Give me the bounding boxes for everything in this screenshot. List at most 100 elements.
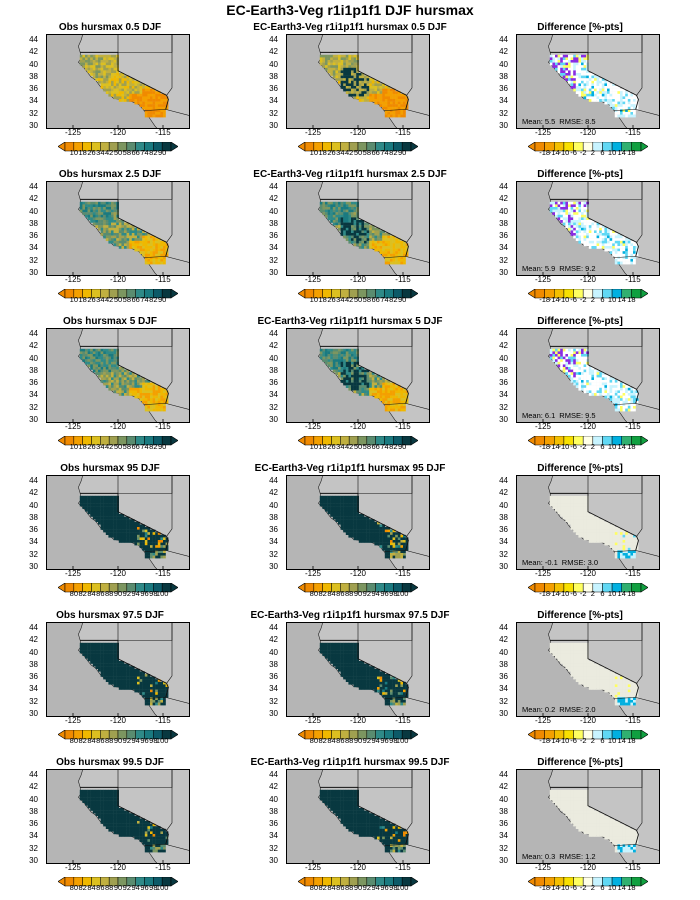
map-canvas (286, 328, 430, 423)
colorbar-label: 2 (590, 883, 595, 892)
colorbar-label: 92 (122, 883, 131, 892)
colorbar-label: 86 (336, 589, 345, 598)
y-tick-label: 42 (29, 782, 38, 792)
colorbar-label: 86 (96, 736, 105, 745)
x-tick-label: -125 (64, 569, 82, 578)
y-tick-label: 44 (269, 182, 278, 192)
colorbar-label: 94 (131, 883, 140, 892)
x-tick-label: -125 (534, 569, 552, 578)
obs-panel: Obs hursmax 95 DJF 44 42 40 38 36 34 32 30 -125 -1… (10, 463, 210, 598)
colorbar-label: 6 (600, 589, 605, 598)
y-tick-label: 38 (269, 71, 278, 81)
y-tick-label: 32 (29, 696, 38, 706)
mexico-border (384, 403, 430, 410)
map-canvas (286, 34, 430, 129)
map-canvas (516, 622, 660, 717)
map-canvas (46, 181, 190, 276)
colorbar-label: 94 (131, 736, 140, 745)
colorbar-label: 6 (600, 295, 605, 304)
colorbar-low_pct (57, 141, 179, 152)
colorbar-label: -14 (548, 589, 560, 598)
diff-panel: Difference [%-pts] 44 42 40 38 36 34 32 30 -125 -1… (480, 316, 680, 451)
colorbar-label: 10 (607, 589, 617, 598)
x-tick-label: -120 (109, 569, 127, 578)
y-tick-label: 36 (499, 231, 508, 241)
colorbar-label: 50 (113, 295, 123, 304)
nevada-border (166, 34, 173, 96)
mexico-border (144, 844, 190, 851)
colorbar-label: 18 (627, 148, 636, 157)
colorbar-label: 82 (78, 736, 87, 745)
state-border (80, 639, 169, 698)
colorbar-label: 90 (353, 883, 363, 892)
colorbar-label: 50 (113, 442, 123, 451)
x-tick-label: -125 (534, 128, 552, 137)
data-field (549, 642, 639, 706)
x-tick-label: -115 (155, 422, 171, 431)
colorbar-label: 2 (590, 148, 595, 157)
colorbar-label: 82 (318, 883, 327, 892)
y-tick-label: 34 (269, 684, 278, 694)
colorbar-high-arrow (640, 141, 649, 152)
colorbar-label: 80 (69, 883, 78, 892)
colorbar-label: 26 (327, 442, 336, 451)
y-tick-label: 36 (499, 672, 508, 682)
y-tick-label: 38 (29, 218, 38, 228)
colorbar-label: 98 (149, 736, 158, 745)
mexico-border (144, 109, 190, 116)
colorbar-label: 92 (362, 589, 371, 598)
colorbar-label: 10 (607, 148, 617, 157)
y-tick-label: 38 (499, 512, 508, 522)
colorbar-label: 14 (617, 442, 626, 451)
obs-panel: Obs hursmax 2.5 DJF 44 42 40 38 36 34 32 30 -125 -… (10, 169, 210, 304)
rmse-label: RMSE: (559, 705, 584, 714)
rmse-value: 9.2 (585, 264, 596, 273)
colorbar-high-arrow (170, 876, 179, 887)
colorbar-label: 34 (336, 442, 345, 451)
map-canvas (46, 622, 190, 717)
y-tick-label: 40 (29, 500, 38, 510)
x-tick-label: -120 (349, 422, 367, 431)
y-tick-label: 34 (269, 96, 278, 106)
colorbar-low_pct (57, 435, 179, 446)
data-field (79, 201, 169, 265)
x-tick-label: -125 (304, 863, 322, 872)
x-tick-label: -125 (64, 716, 82, 725)
y-tick-label: 40 (269, 647, 278, 657)
y-tick-label: 30 (499, 561, 508, 571)
colorbar-high-arrow (410, 288, 419, 299)
panel-title: Difference [%-pts] (537, 316, 623, 327)
colorbar-label: 86 (336, 883, 345, 892)
state-border (550, 492, 639, 551)
panel-title: Obs hursmax 5 DJF (63, 316, 157, 327)
colorbar-label: 90 (157, 148, 167, 157)
y-tick-label: 32 (269, 549, 278, 559)
mean-label: Mean: (522, 264, 543, 273)
y-tick-label: 44 (269, 623, 278, 633)
y-tick-label: 44 (269, 476, 278, 486)
panel-title: Difference [%-pts] (537, 463, 623, 474)
colorbar-label: 90 (397, 148, 407, 157)
colorbar-label: 100 (155, 883, 169, 892)
y-tick-label: 32 (269, 255, 278, 265)
colorbar-label: 94 (131, 589, 140, 598)
panel-title: EC-Earth3-Veg r1i1p1f1 hursmax 97.5 DJF (250, 610, 450, 621)
colorbar-low-arrow (57, 582, 66, 593)
colorbar-label: 98 (389, 883, 398, 892)
colorbar-label: 96 (140, 883, 149, 892)
colorbar-label: 84 (87, 589, 96, 598)
y-tick-label: 42 (269, 47, 278, 57)
y-tick-label: 40 (29, 794, 38, 804)
colorbar-label: 14 (617, 148, 626, 157)
colorbar-label: 42 (344, 148, 354, 157)
colorbar-label: -14 (548, 883, 560, 892)
nevada-border (406, 34, 413, 96)
rmse-value: 8.5 (585, 117, 596, 126)
colorbar-label: 90 (157, 295, 167, 304)
state-border (80, 198, 169, 257)
colorbar-label: 58 (122, 442, 131, 451)
x-tick-label: -125 (64, 422, 82, 431)
map-area (286, 328, 430, 423)
mexico-border (614, 109, 660, 116)
colorbar-label: 74 (380, 442, 389, 451)
